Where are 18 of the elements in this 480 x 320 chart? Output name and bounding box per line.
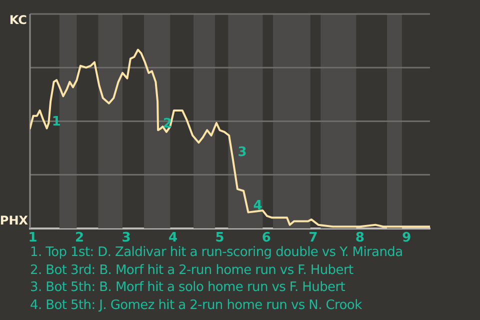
x-tick-label: 6 [262, 230, 271, 246]
annotation: 3 [238, 145, 247, 160]
text: 3. Bot 5th: B. Morf hit a solo home run vs F. Hubert [30, 279, 346, 296]
text: KC [9, 13, 28, 28]
text: 1. Top 1st: D. Zaldivar hit a run-scoring double vs Y. Miranda [30, 244, 403, 262]
annotation: 4 [253, 198, 262, 214]
x-tick-label: 3 [122, 230, 131, 246]
x-tick-label: 8 [355, 230, 364, 246]
x-tick-label: 4 [168, 230, 178, 246]
text: PHX [0, 214, 29, 228]
annotation: 1 [52, 114, 61, 130]
x-tick-label: 2 [75, 230, 84, 246]
text: 4. Bot 5th: J. Gomez hit a 2-run home run vs N. Crook [30, 296, 363, 314]
x-tick-label: 7 [308, 230, 318, 246]
text: 2. Bot 3rd: B. Morf hit a 2-run home run vs F. Hubert [30, 262, 354, 279]
x-tick-label: 9 [402, 230, 412, 246]
x-tick-label: 5 [215, 230, 224, 246]
x-tick-label: 1 [28, 230, 38, 246]
